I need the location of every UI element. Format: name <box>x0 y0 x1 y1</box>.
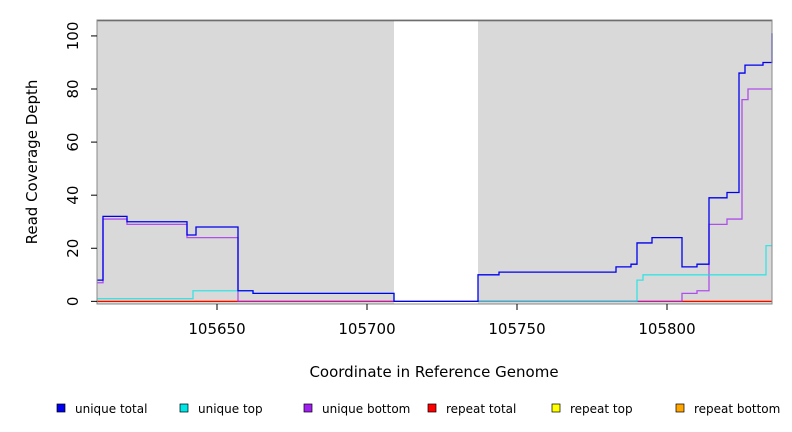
y-axis-title: Read Coverage Depth <box>23 80 41 245</box>
shaded-regions <box>97 19 772 304</box>
series-lines <box>97 33 773 302</box>
legend: unique total unique top unique bottom repea… <box>56 402 780 416</box>
y-tick-label-0: 0 <box>64 297 82 307</box>
y-tick-label-80: 80 <box>64 79 82 98</box>
series-line-unique-bottom <box>97 88 772 302</box>
shaded-region-1 <box>97 20 394 304</box>
x-tick-label-105800: 105800 <box>638 320 695 338</box>
x-axis-title: Coordinate in Reference Genome <box>309 363 558 381</box>
legend-label-unique-top: unique top <box>198 402 263 416</box>
y-tick-label-60: 60 <box>64 133 82 152</box>
legend-swatch-unique-top <box>179 403 189 413</box>
x-axis: 105650 105700 105750 105800 <box>188 304 696 338</box>
legend-label-repeat-total: repeat total <box>446 402 516 416</box>
y-tick-label-100: 100 <box>64 22 82 51</box>
legend-swatch-repeat-bottom <box>675 403 685 413</box>
legend-swatch-repeat-total <box>427 403 437 413</box>
legend-label-unique-bottom: unique bottom <box>322 402 410 416</box>
legend-swatch-repeat-top <box>551 403 561 413</box>
series-line-unique-total <box>97 33 773 302</box>
x-tick-label-105650: 105650 <box>188 320 245 338</box>
legend-swatch-unique-bottom <box>303 403 313 413</box>
legend-label-repeat-bottom: repeat bottom <box>694 402 780 416</box>
y-axis: 0 20 40 60 80 100 <box>64 22 97 307</box>
legend-label-unique-total: unique total <box>75 402 147 416</box>
plot-frame <box>96 19 773 305</box>
x-tick-label-105700: 105700 <box>338 320 395 338</box>
legend-label-repeat-top: repeat top <box>570 402 633 416</box>
x-tick-label-105750: 105750 <box>488 320 545 338</box>
y-tick-label-40: 40 <box>64 186 82 205</box>
y-tick-label-20: 20 <box>64 239 82 258</box>
legend-swatch-unique-total <box>56 403 66 413</box>
shaded-region-2 <box>478 20 772 304</box>
